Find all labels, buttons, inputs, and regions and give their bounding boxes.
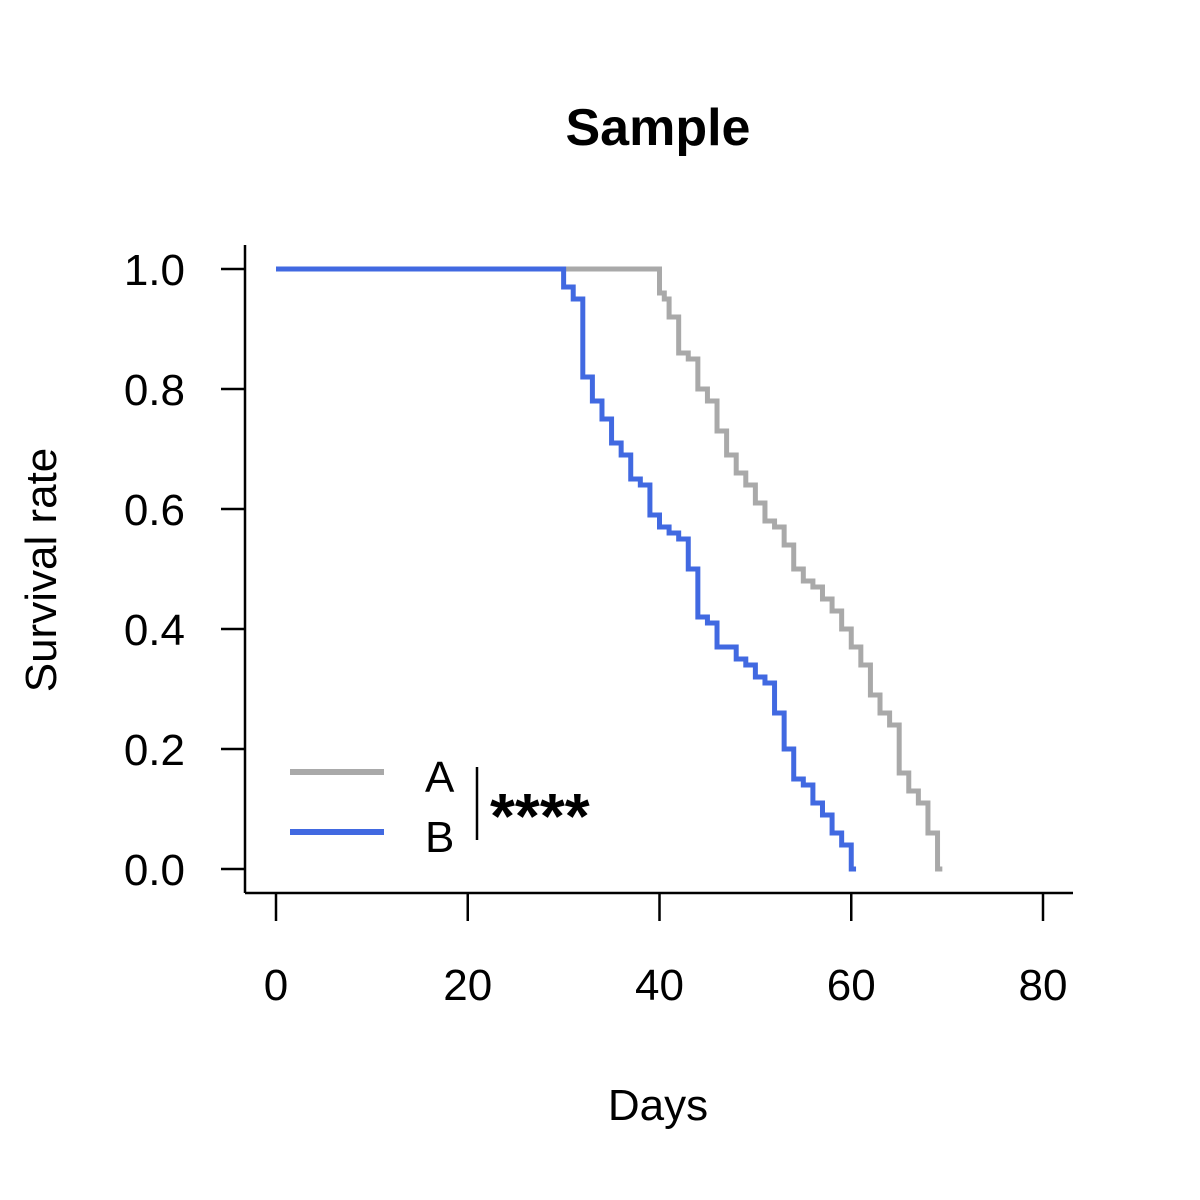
legend-label-b: B [425, 813, 454, 862]
y-ticks: 0.0 0.2 0.4 0.6 0.8 1.0 [124, 246, 245, 895]
y-axis-label: Survival rate [17, 448, 66, 693]
series-layer [276, 266, 943, 872]
y-tick-label: 0.4 [124, 606, 185, 655]
axes [243, 245, 1073, 895]
x-ticks: 0 20 40 60 80 [264, 893, 1068, 1010]
x-tick-label: 20 [443, 961, 492, 1010]
x-axis-label: Days [608, 1081, 708, 1130]
x-tick-label: 60 [827, 961, 876, 1010]
y-tick-label: 0.6 [124, 486, 185, 535]
y-tick-label: 0.2 [124, 726, 185, 775]
series-line-b [276, 266, 857, 872]
series-line-a [276, 266, 943, 872]
x-tick-label: 80 [1019, 961, 1068, 1010]
x-tick-label: 40 [635, 961, 684, 1010]
y-tick-label: 1.0 [124, 246, 185, 295]
chart-title: Sample [566, 99, 751, 157]
y-tick-label: 0.8 [124, 366, 185, 415]
significance-label: **** [490, 780, 590, 852]
y-tick-label: 0.0 [124, 846, 185, 895]
legend-label-a: A [425, 753, 455, 802]
x-tick-label: 0 [264, 961, 288, 1010]
legend: A B **** [290, 753, 590, 862]
